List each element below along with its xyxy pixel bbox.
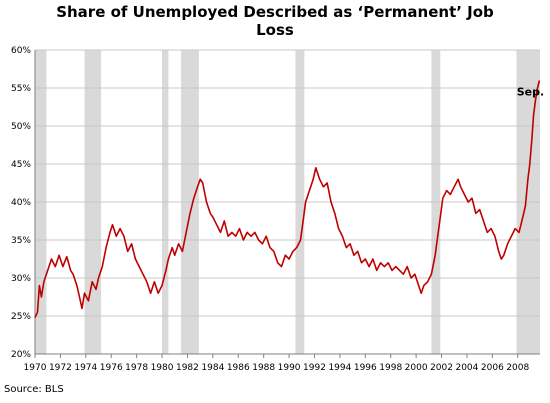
- x-tick-label-1990: 1990: [278, 363, 301, 373]
- y-tick-label-25: 25%: [11, 312, 31, 322]
- x-tick-label-1980: 1980: [151, 363, 174, 373]
- x-tick-label-1970: 1970: [24, 363, 47, 373]
- x-tick-label-2008: 2008: [506, 363, 529, 373]
- gridlines: [35, 49, 540, 317]
- y-tick-label-40: 40%: [11, 198, 31, 208]
- y-tick-label-45: 45%: [11, 160, 31, 170]
- annotations: Sep.: [517, 86, 544, 99]
- x-tick-label-1996: 1996: [354, 363, 377, 373]
- y-tick-labels: 20% 25% 30% 35% 40% 45% 50% 55% 60%: [11, 46, 31, 360]
- x-tick-label-2000: 2000: [405, 363, 428, 373]
- chart-title: Share of Unemployed Described as ‘Perman…: [0, 3, 550, 39]
- x-tick-label-1978: 1978: [125, 363, 148, 373]
- x-tick-label-1994: 1994: [328, 363, 351, 373]
- y-tick-label-30: 30%: [11, 274, 31, 284]
- x-tick-label-2004: 2004: [455, 363, 478, 373]
- x-tick-label-2002: 2002: [430, 363, 453, 373]
- x-tick-labels: 1970 1972 1974 1976 1978 1980 1982 1984 1986 1988…: [24, 354, 529, 373]
- x-tick-label-1992: 1992: [303, 363, 326, 373]
- y-tick-label-35: 35%: [11, 236, 31, 246]
- y-tick-label-50: 50%: [11, 122, 31, 132]
- y-tick-label-55: 55%: [11, 84, 31, 94]
- x-tick-label-1976: 1976: [100, 363, 123, 373]
- source-note: Source: BLS: [4, 384, 64, 395]
- y-tick-label-60: 60%: [11, 46, 31, 56]
- x-tick-label-2006: 2006: [481, 363, 504, 373]
- x-tick-label-1972: 1972: [49, 363, 72, 373]
- x-tick-label-1988: 1988: [252, 363, 275, 373]
- series-line-1: [34, 80, 541, 318]
- x-tick-label-1974: 1974: [74, 363, 97, 373]
- annotation-sep: Sep.: [517, 86, 544, 99]
- x-tick-label-1998: 1998: [379, 363, 402, 373]
- x-tick-label-1984: 1984: [201, 363, 224, 373]
- chart-title-line-1: Share of Unemployed Described as ‘Perman…: [56, 3, 494, 21]
- series-lines: [34, 80, 541, 318]
- x-tick-label-1982: 1982: [176, 363, 199, 373]
- x-tick-label-1986: 1986: [227, 363, 250, 373]
- chart-title-line-2: Loss: [256, 21, 294, 39]
- axes: [34, 50, 540, 355]
- y-tick-label-20: 20%: [11, 350, 31, 360]
